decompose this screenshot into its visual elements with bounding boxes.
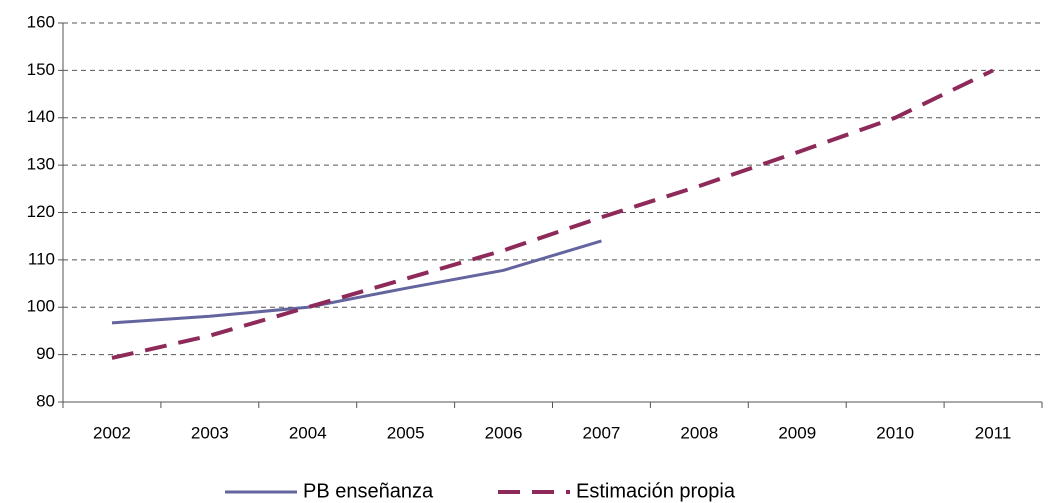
x-tick-label: 2007 (583, 423, 621, 442)
y-tick-label: 160 (27, 12, 55, 31)
y-tick-label: 100 (27, 297, 55, 316)
x-tick-label: 2009 (778, 423, 816, 442)
x-tick-label: 2008 (680, 423, 718, 442)
y-tick-label: 120 (27, 202, 55, 221)
x-tick-label: 2006 (485, 423, 523, 442)
y-tick-label: 110 (28, 249, 55, 268)
legend-label: PB enseñanza (303, 480, 434, 502)
y-tick-label: 140 (27, 107, 55, 126)
x-tick-label: 2010 (876, 423, 914, 442)
y-tick-label: 130 (27, 155, 55, 174)
y-tick-label: 90 (36, 344, 55, 363)
x-tick-label: 2011 (975, 423, 1012, 442)
x-tick-label: 2005 (387, 423, 425, 442)
y-tick-label: 80 (36, 391, 55, 410)
x-tick-label: 2004 (289, 423, 327, 442)
series-line (111, 239, 602, 325)
x-tick-label: 2002 (93, 423, 131, 442)
x-tick-label: 2003 (191, 423, 229, 442)
y-tick-label: 150 (27, 60, 55, 79)
series-line (111, 68, 994, 360)
legend-label: Estimación propia (576, 480, 736, 502)
